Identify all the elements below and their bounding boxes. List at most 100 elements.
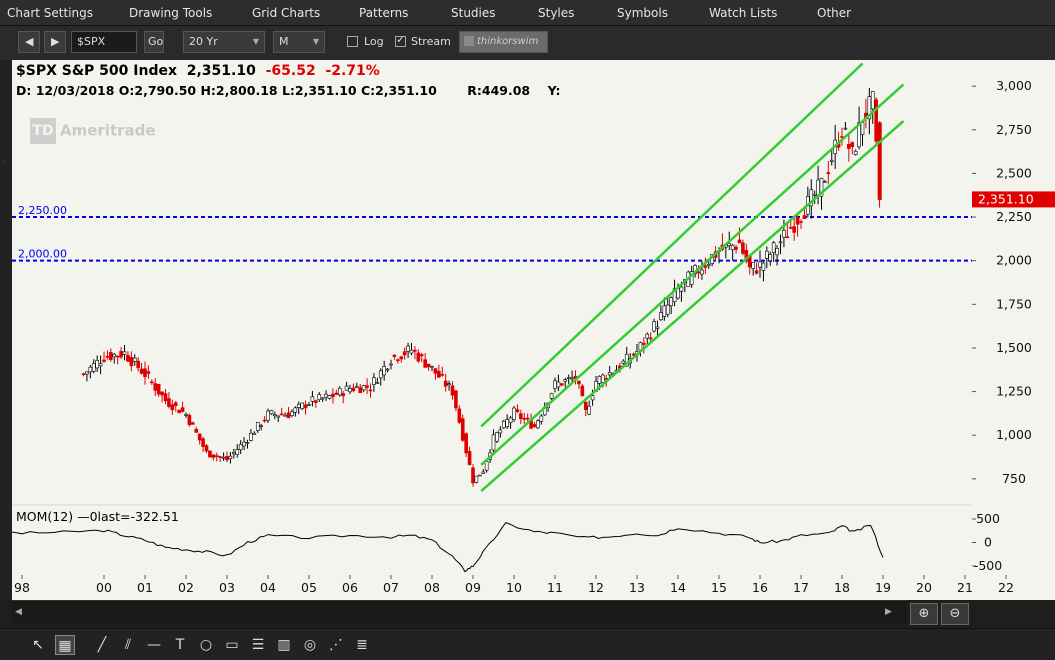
candle-up [317,394,322,400]
candle-up [382,366,386,376]
candle-down [81,373,86,375]
parallel-lines-icon[interactable]: ⫽ [124,637,132,653]
x-axis-label: 20 [916,580,932,595]
candle-down [560,383,564,386]
candle-down [419,354,424,357]
chart-area[interactable]: 2,250.00 2,000.00 3,000 2,750 2,500 2,250 2,0… [12,60,1055,600]
candle-up [775,248,779,256]
menu-watch-lists[interactable]: Watch Lists [709,6,778,20]
candle-up [255,421,260,431]
candle-down [741,242,745,254]
candle-down [214,455,219,457]
go-button[interactable]: Go [144,31,164,53]
menu-studies[interactable]: Studies [451,6,496,20]
forward-arrow-icon[interactable]: ▶ [44,31,66,53]
candle-up [484,461,489,471]
log-label: Log [364,35,384,48]
time-period-select[interactable]: 20 Yr ▼ [183,31,265,53]
candle-down [225,456,229,461]
back-arrow-icon[interactable]: ◀ [18,31,40,53]
pencil-icon[interactable]: ╱ [97,637,107,653]
fibonacci-icon[interactable]: ☰ [251,637,265,653]
cursor-icon[interactable]: ↖ [32,637,44,653]
candle-down [696,271,701,274]
menu-grid-charts[interactable]: Grid Charts [252,6,321,20]
zoom-in-icon[interactable]: ⊕ [910,603,938,625]
menu-other[interactable]: Other [817,6,852,20]
x-axis-label: 06 [342,580,358,595]
channel-line-upper [480,62,864,428]
candle-down [163,393,168,402]
zoom-out-icon[interactable]: ⊖ [941,603,969,625]
price-chart-svg[interactable]: 2,250.00 2,000.00 3,000 2,750 2,500 2,250 2,0… [12,60,1055,600]
candle-up [566,377,571,379]
gann-icon[interactable]: ▥ [277,637,291,653]
candle-up [235,449,240,455]
candle-down [826,172,831,175]
percent-change: -2.71% [325,63,380,79]
menu-chart-settings[interactable]: Chart Settings [7,6,94,20]
rectangle-icon[interactable]: ▭ [225,637,239,653]
candle-down [396,359,400,362]
x-axis-label: 19 [875,580,891,595]
candle-down [426,363,431,368]
time-period-value: 20 Yr [189,35,218,48]
candle-up [361,385,366,391]
study-label[interactable]: MOM(12) —0last=-322.51 [16,509,179,524]
stream-checkbox[interactable]: ✓ [395,33,406,47]
horizontal-line-icon[interactable]: — [147,637,161,653]
candle-down [440,374,445,376]
checkmark-icon: ✓ [396,33,406,46]
x-axis-label: 15 [711,580,727,595]
candle-down [187,414,192,426]
candle-up [679,286,684,292]
log-checkbox[interactable] [347,36,358,47]
chevron-down-icon: ▼ [312,37,319,46]
horizontal-scrollbar[interactable]: ◀ ▶ [12,600,907,624]
candle-down [754,270,759,274]
x-axis-label: 04 [260,580,276,595]
candle-down [437,370,441,378]
scroll-right-icon[interactable]: ▶ [885,607,892,617]
candle-up [665,304,670,315]
candle-down [105,355,110,358]
study-line-swatch-icon: — [77,509,90,524]
chevron-down-icon: ▼ [252,37,259,46]
candle-up [375,382,380,384]
fan-icon[interactable]: ⋰ [329,637,343,653]
aggregation-select[interactable]: M ▼ [273,31,325,53]
symbol-title: $SPX S&P 500 Index [16,63,177,79]
candle-up [700,269,704,275]
x-axis-label: 22 [998,580,1014,595]
candle-down [792,226,796,233]
y-axis-label: 1,000 [996,427,1032,442]
candle-down [334,392,339,395]
menu-symbols[interactable]: Symbols [617,6,668,20]
price-channel-icon[interactable]: ◎ [303,637,317,653]
candle-down [115,355,120,358]
price-axis-bg [972,60,1055,505]
menu-bar: Chart Settings Drawing Tools Grid Charts… [0,0,1055,26]
candle-down [460,418,465,441]
crosshair-icon[interactable]: ▦ [55,635,75,655]
ellipse-icon[interactable]: ○ [199,637,213,653]
scroll-left-icon[interactable]: ◀ [15,607,22,617]
candle-up [655,326,660,329]
x-axis-label: 02 [178,580,194,595]
menu-patterns[interactable]: Patterns [359,6,409,20]
grid-lines-icon[interactable]: ≣ [356,637,368,653]
y-axis-label: 1,750 [996,296,1032,311]
candle-up [536,420,540,429]
y-axis-label: 1,500 [996,340,1032,355]
x-axis-label: 03 [219,580,235,595]
candle-up [539,415,544,422]
candle-down [402,351,407,356]
thinkorswim-badge[interactable]: thinkorswim [459,31,548,53]
candle-down [580,385,585,397]
symbol-input[interactable]: $SPX [71,31,137,53]
menu-styles[interactable]: Styles [538,6,575,20]
menu-drawing-tools[interactable]: Drawing Tools [129,6,213,20]
text-icon[interactable]: T [175,637,185,653]
candle-up [348,388,352,393]
candle-down [874,99,878,142]
